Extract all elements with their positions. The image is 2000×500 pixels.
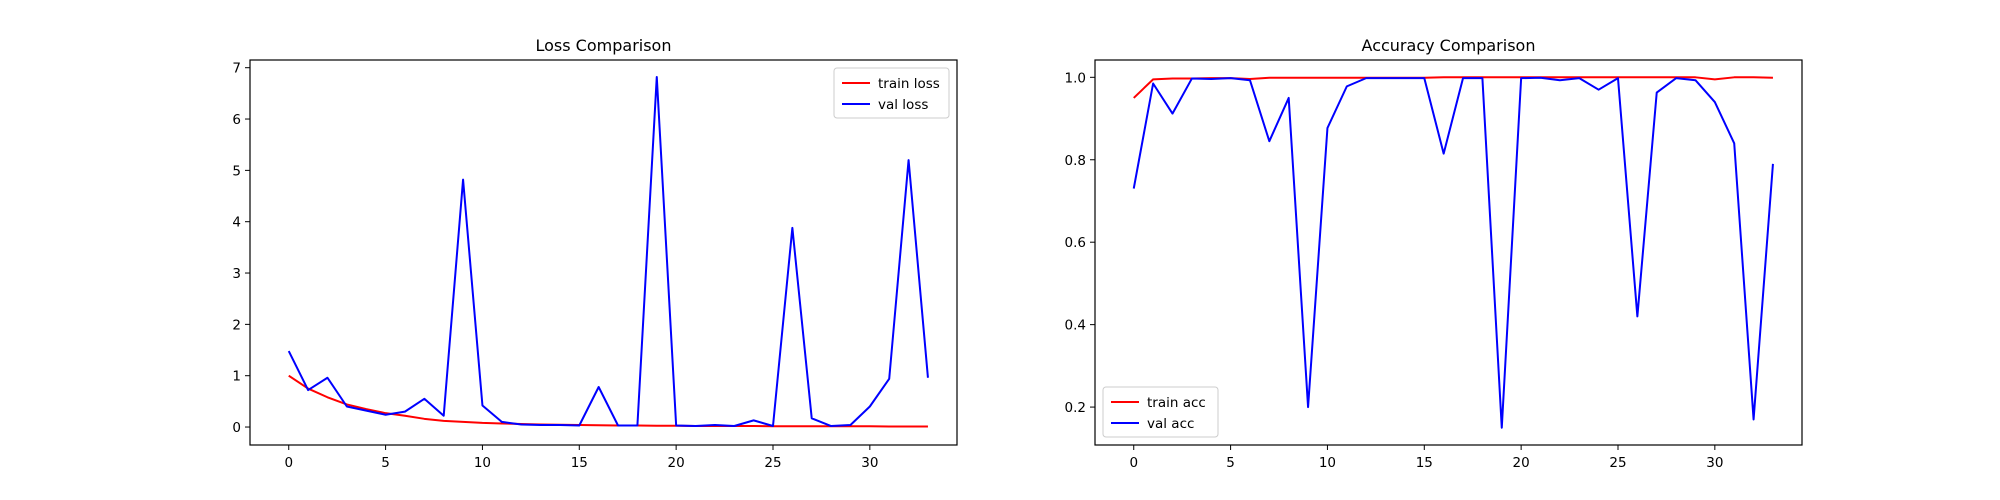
loss-x-tick-label: 20: [668, 455, 685, 471]
accuracy-series-val-acc-line: [1132, 76, 1774, 429]
loss-legend-label-val-loss: val loss: [878, 97, 928, 113]
loss-x-tick-label: 15: [571, 455, 588, 471]
loss-x-tick-label: 0: [284, 455, 293, 471]
accuracy-legend-box: [1102, 386, 1219, 438]
loss-plot-frame: [249, 59, 958, 446]
loss-y-tick-label: 3: [232, 266, 241, 282]
accuracy-x-tick-label: 10: [1319, 455, 1336, 471]
accuracy-x-tick-label: 20: [1513, 455, 1530, 471]
accuracy-comparison-chart: Accuracy Comparison 0 5 10 15 20 25 30 0.2 0.4 0.6…: [1065, 36, 1803, 471]
accuracy-y-tick-label: 0.8: [1065, 153, 1086, 169]
accuracy-x-tick-label: 15: [1416, 455, 1433, 471]
loss-comparison-chart: Loss Comparison 0 5 10 15 20 25 30 0 1 2 3 4 5 6 7 train…: [232, 36, 958, 471]
accuracy-y-tick-label: 0.4: [1065, 318, 1086, 334]
loss-y-tick-label: 5: [232, 163, 241, 179]
loss-chart-title: Loss Comparison: [536, 36, 672, 55]
accuracy-y-tick-label: 0.2: [1065, 400, 1086, 416]
loss-series-train-loss-line: [288, 374, 928, 428]
loss-x-tick-label: 5: [381, 455, 390, 471]
loss-x-tick-label: 10: [474, 455, 491, 471]
accuracy-legend-label-val-acc: val acc: [1147, 416, 1194, 432]
loss-legend-label-train-loss: train loss: [878, 76, 940, 92]
loss-legend-box: [833, 67, 950, 119]
accuracy-y-tick-label: 1.0: [1065, 70, 1086, 86]
accuracy-chart-title: Accuracy Comparison: [1362, 36, 1536, 55]
accuracy-legend: train acc val acc: [1102, 386, 1219, 438]
loss-y-tick-label: 7: [232, 61, 241, 77]
loss-legend: train loss val loss: [833, 67, 950, 119]
accuracy-legend-label-train-acc: train acc: [1147, 395, 1206, 411]
accuracy-y-tick-label: 0.6: [1065, 235, 1086, 251]
loss-y-tick-label: 2: [232, 317, 241, 333]
loss-y-tick-label: 0: [232, 420, 241, 436]
accuracy-x-tick-label: 30: [1706, 455, 1723, 471]
loss-y-tick-label: 6: [232, 112, 241, 128]
accuracy-x-tick-label: 0: [1129, 455, 1138, 471]
loss-y-tick-label: 4: [232, 215, 241, 231]
accuracy-plot-frame: [1094, 59, 1803, 446]
loss-x-tick-label: 25: [764, 455, 781, 471]
loss-x-tick-label: 30: [861, 455, 878, 471]
accuracy-x-tick-label: 25: [1609, 455, 1626, 471]
loss-y-tick-label: 1: [232, 369, 241, 385]
accuracy-x-tick-label: 5: [1226, 455, 1235, 471]
loss-series-val-loss-line: [287, 75, 929, 428]
